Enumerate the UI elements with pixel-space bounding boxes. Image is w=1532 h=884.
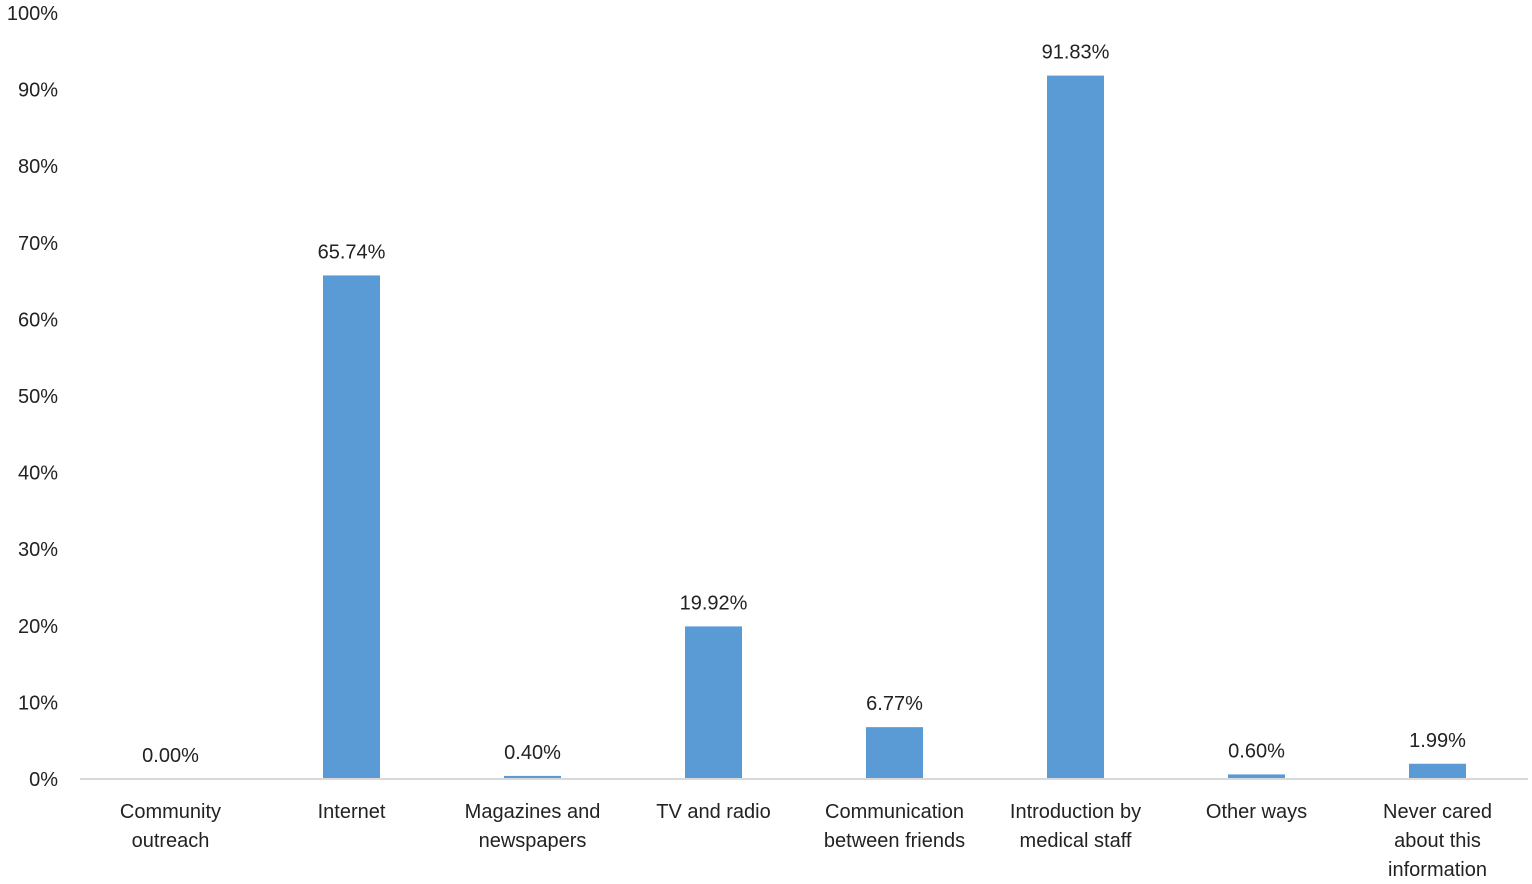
category-label: Other ways (1206, 801, 1307, 823)
data-labels: 0.00% 65.74% 0.40% 19.92% 6.77% 91.83% 0.60% 1.… (142, 42, 1466, 767)
category-label-line: Community (120, 801, 221, 823)
category-label-line: information (1388, 859, 1487, 881)
category-label: Community outreach (120, 801, 221, 852)
y-axis: 0% 10% 20% 30% 40% 50% 60% 70% 80% 90% 100% (7, 3, 58, 791)
bar (866, 727, 923, 779)
y-tick-label: 30% (18, 539, 58, 561)
category-label: Never cared about this information (1383, 801, 1492, 881)
data-label: 65.74% (318, 241, 386, 263)
y-tick-label: 10% (18, 692, 58, 714)
y-tick-label: 40% (18, 463, 58, 485)
y-tick-label: 0% (29, 769, 58, 791)
y-tick-label: 80% (18, 156, 58, 178)
category-label: TV and radio (656, 801, 771, 823)
category-label: Introduction by medical staff (1010, 801, 1141, 852)
x-axis: Community outreach Internet Magazines and ne… (120, 801, 1492, 881)
bar (1228, 774, 1285, 779)
category-label: Communication between friends (824, 801, 965, 852)
data-label: 91.83% (1042, 42, 1110, 64)
category-label-line: TV and radio (656, 801, 771, 823)
bar (685, 626, 742, 779)
category-label-line: newspapers (479, 830, 587, 852)
category-label-line: Internet (318, 801, 386, 823)
category-label: Internet (318, 801, 386, 823)
category-label-line: outreach (132, 830, 210, 852)
category-label: Magazines and newspapers (465, 801, 601, 852)
data-label: 0.00% (142, 745, 199, 767)
y-tick-label: 100% (7, 3, 58, 25)
bar (323, 275, 380, 779)
category-label-line: Introduction by (1010, 801, 1141, 823)
category-label-line: Never cared (1383, 801, 1492, 823)
category-label-line: medical staff (1020, 830, 1132, 852)
bar (1409, 763, 1466, 779)
data-label: 0.40% (504, 742, 561, 764)
y-tick-label: 20% (18, 616, 58, 638)
y-tick-label: 90% (18, 80, 58, 102)
data-label: 19.92% (680, 592, 748, 614)
category-label-line: between friends (824, 830, 965, 852)
data-label: 6.77% (866, 693, 923, 715)
bar (504, 775, 561, 779)
bar (1047, 75, 1104, 779)
data-label: 1.99% (1409, 730, 1466, 752)
y-tick-label: 50% (18, 386, 58, 408)
data-label: 0.60% (1228, 740, 1285, 762)
category-label-line: Communication (825, 801, 964, 823)
category-label-line: about this (1394, 830, 1481, 852)
category-label-line: Magazines and (465, 801, 601, 823)
bars (323, 75, 1466, 779)
category-label-line: Other ways (1206, 801, 1307, 823)
y-tick-label: 70% (18, 233, 58, 255)
y-tick-label: 60% (18, 309, 58, 331)
